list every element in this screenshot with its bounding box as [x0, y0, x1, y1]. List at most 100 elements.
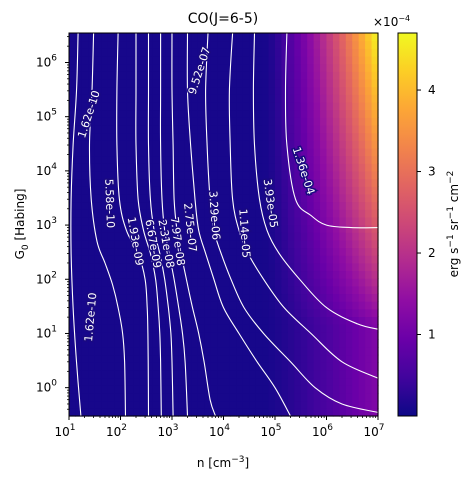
- heatmap-cell: [358, 278, 366, 287]
- heatmap-cell: [255, 63, 263, 72]
- heatmap-cell: [320, 140, 328, 149]
- heatmap-cell: [268, 278, 276, 287]
- heatmap-cell: [172, 316, 180, 325]
- heatmap-cell: [191, 132, 199, 141]
- heatmap-cell: [81, 71, 89, 80]
- heatmap-cell: [313, 109, 321, 118]
- heatmap-cell: [229, 155, 237, 164]
- heatmap-cell: [114, 262, 122, 272]
- heatmap-cell: [281, 117, 289, 126]
- heatmap-cell: [159, 400, 167, 409]
- heatmap-cell: [281, 147, 289, 157]
- heatmap-cell: [69, 324, 77, 333]
- heatmap-cell: [300, 270, 308, 279]
- heatmap-cell: [236, 270, 244, 279]
- heatmap-cell: [294, 78, 302, 88]
- heatmap-cell: [281, 278, 289, 287]
- heatmap-cell: [320, 63, 328, 72]
- heatmap-cell: [287, 393, 295, 402]
- heatmap-cell: [326, 201, 334, 210]
- heatmap-cell: [210, 201, 218, 210]
- heatmap-cell: [94, 270, 102, 279]
- heatmap-cell: [313, 278, 321, 287]
- heatmap-cell: [229, 316, 237, 325]
- heatmap-cell: [229, 262, 237, 272]
- heatmap-cell: [120, 377, 128, 386]
- heatmap-cell: [75, 278, 83, 287]
- heatmap-cell: [107, 324, 115, 333]
- heatmap-cell: [75, 232, 83, 241]
- heatmap-cell: [81, 147, 89, 157]
- heatmap-cell: [75, 101, 83, 111]
- heatmap-cell: [287, 377, 295, 386]
- heatmap-cell: [345, 186, 353, 195]
- heatmap-cell: [320, 101, 328, 111]
- heatmap-cell: [307, 400, 315, 409]
- heatmap-cell: [133, 285, 141, 295]
- heatmap-cell: [313, 316, 321, 325]
- heatmap-cell: [126, 86, 134, 95]
- heatmap-cell: [352, 308, 360, 318]
- heatmap-cell: [332, 347, 340, 356]
- heatmap-cell: [146, 308, 154, 318]
- heatmap-cell: [172, 55, 180, 65]
- heatmap-cell: [345, 78, 353, 88]
- heatmap-cell: [223, 393, 231, 402]
- heatmap-cell: [165, 78, 173, 88]
- heatmap-cell: [75, 86, 83, 95]
- heatmap-cell: [197, 94, 205, 103]
- heatmap-cell: [300, 86, 308, 95]
- heatmap-cell: [133, 55, 141, 65]
- heatmap-cell: [88, 339, 96, 348]
- heatmap-cell: [159, 155, 167, 164]
- heatmap-cell: [345, 101, 353, 111]
- heatmap-cell: [133, 109, 141, 118]
- heatmap-cell: [217, 331, 225, 340]
- heatmap-cell: [223, 101, 231, 111]
- heatmap-cell: [120, 94, 128, 103]
- heatmap-cell: [107, 262, 115, 272]
- heatmap-cell: [191, 347, 199, 356]
- heatmap-cell: [107, 117, 115, 126]
- heatmap-cell: [184, 331, 192, 340]
- heatmap-cell: [275, 132, 283, 141]
- heatmap-cell: [339, 285, 347, 295]
- heatmap-cell: [255, 255, 263, 264]
- heatmap-cell: [313, 117, 321, 126]
- heatmap-cell: [320, 155, 328, 164]
- heatmap-cell: [236, 78, 244, 88]
- heatmap-cell: [339, 55, 347, 65]
- heatmap-cell: [204, 270, 212, 279]
- heatmap-cell: [178, 40, 186, 49]
- heatmap-cell: [101, 178, 109, 187]
- heatmap-cell: [268, 147, 276, 157]
- heatmap-cell: [326, 71, 334, 80]
- heatmap-cell: [249, 255, 257, 264]
- heatmap-cell: [281, 201, 289, 210]
- heatmap-cell: [339, 193, 347, 203]
- heatmap-cell: [146, 377, 154, 386]
- heatmap-cell: [126, 247, 134, 256]
- heatmap-cell: [165, 316, 173, 325]
- heatmap-cell: [255, 109, 263, 118]
- heatmap-cell: [210, 163, 218, 172]
- heatmap-cell: [365, 178, 373, 187]
- heatmap-cell: [75, 400, 83, 409]
- heatmap-cell: [172, 71, 180, 80]
- heatmap-cell: [217, 55, 225, 65]
- heatmap-cell: [365, 86, 373, 95]
- heatmap-cell: [249, 400, 257, 409]
- heatmap-cell: [204, 385, 212, 394]
- heatmap-cell: [81, 201, 89, 210]
- heatmap-cell: [371, 170, 379, 180]
- heatmap-cell: [236, 262, 244, 272]
- heatmap-cell: [107, 377, 115, 386]
- heatmap-cell: [326, 140, 334, 149]
- heatmap-cell: [320, 232, 328, 241]
- heatmap-cell: [197, 331, 205, 340]
- heatmap-cell: [320, 109, 328, 118]
- heatmap-cell: [88, 101, 96, 111]
- heatmap-cell: [184, 163, 192, 172]
- heatmap-cell: [204, 393, 212, 402]
- heatmap-cell: [300, 193, 308, 203]
